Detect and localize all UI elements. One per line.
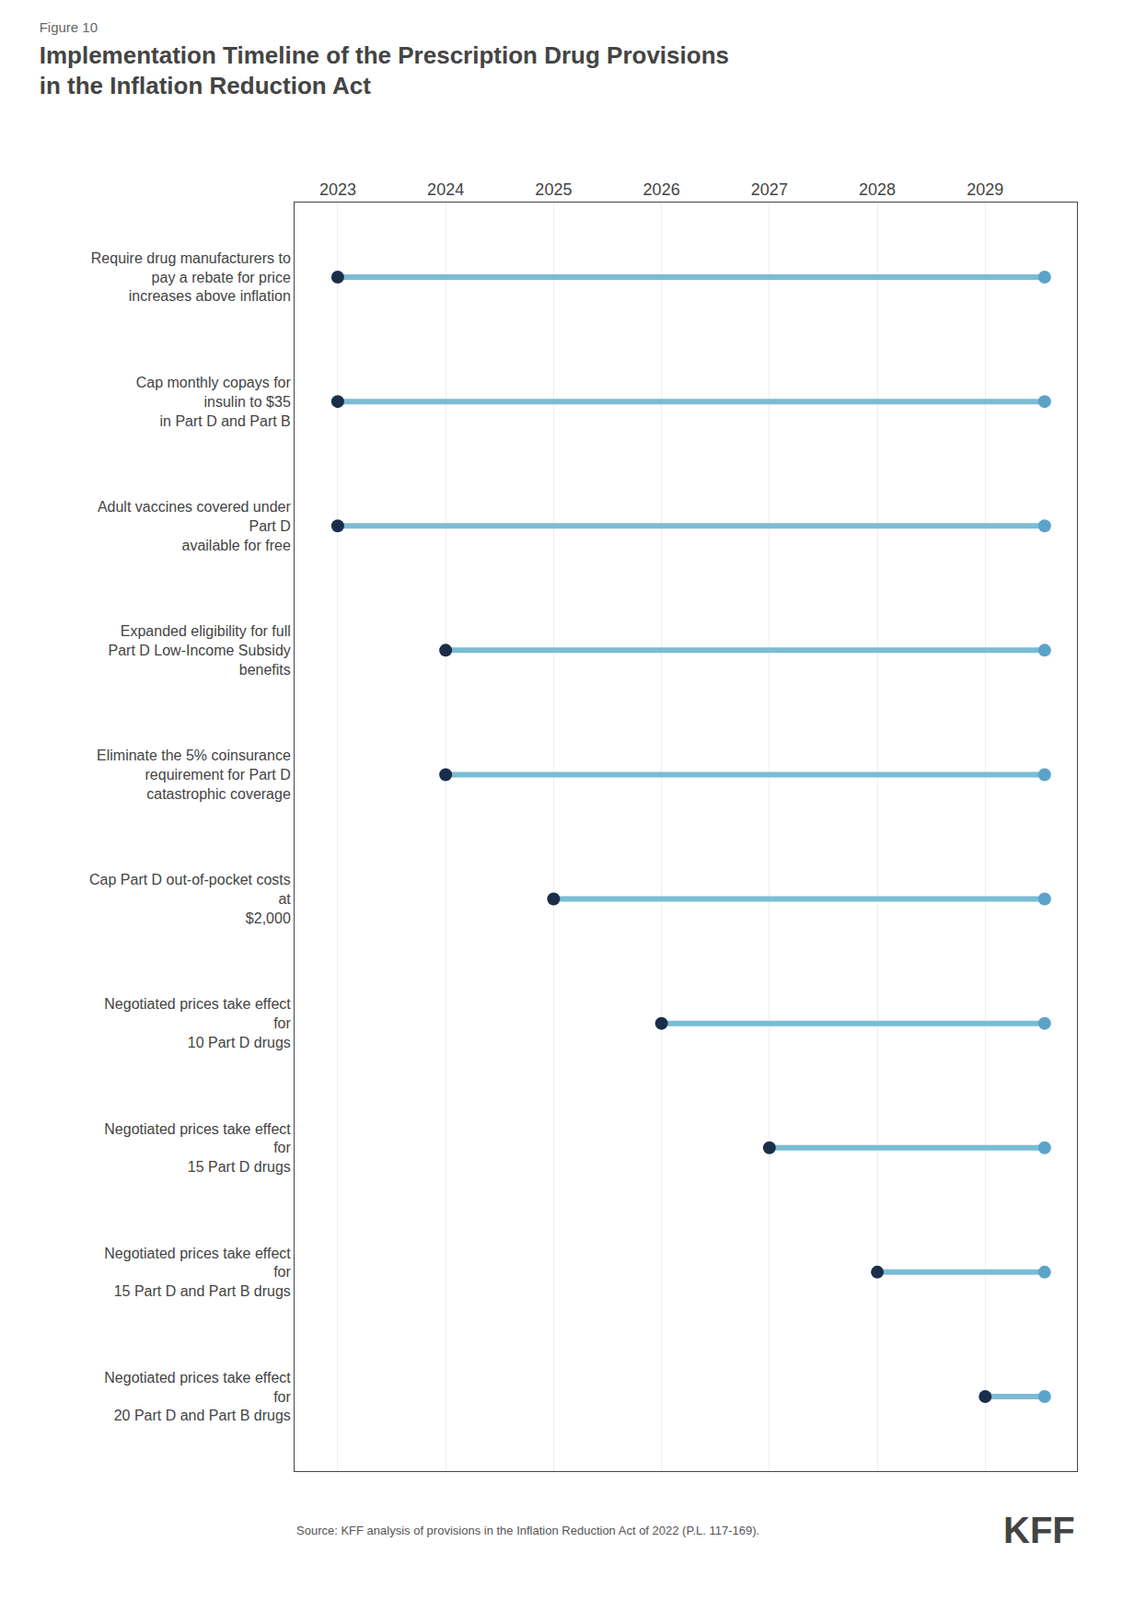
svg-text:Negotiated prices take effectf: Negotiated prices take effectfor20 Part … xyxy=(104,1369,291,1425)
svg-text:Figure 10Implementation Timeli: Figure 10Implementation Timeline of the … xyxy=(39,19,730,101)
svg-text:Cap Part D out-of-pocket costs: Cap Part D out-of-pocket costsat$2,000 xyxy=(89,871,291,927)
svg-text:2024: 2024 xyxy=(427,180,464,199)
svg-text:Negotiated prices take effectf: Negotiated prices take effectfor15 Part … xyxy=(104,1245,291,1300)
svg-text:2029: 2029 xyxy=(966,180,1004,199)
svg-text:Require drug manufacturers top: Require drug manufacturers topay a rebat… xyxy=(91,250,291,305)
svg-text:2023: 2023 xyxy=(319,180,357,199)
svg-text:Eliminate the 5% coinsurancere: Eliminate the 5% coinsurancerequirement … xyxy=(96,747,291,802)
svg-text:KFF: KFF xyxy=(1003,1509,1076,1551)
svg-text:Expanded eligibility for fullP: Expanded eligibility for fullPart D Low-… xyxy=(107,623,290,678)
svg-text:Negotiated prices take effectf: Negotiated prices take effectfor15 Part … xyxy=(104,1121,291,1176)
svg-text:2027: 2027 xyxy=(751,180,788,199)
svg-text:2028: 2028 xyxy=(858,180,896,199)
svg-text:2026: 2026 xyxy=(643,180,681,199)
svg-text:Source: KFF analysis of provis: Source: KFF analysis of provisions in th… xyxy=(296,1523,760,1538)
svg-text:Negotiated prices take effectf: Negotiated prices take effectfor10 Part … xyxy=(104,995,291,1051)
svg-text:2025: 2025 xyxy=(534,180,572,199)
svg-text:Adult vaccines covered underPa: Adult vaccines covered underPart Davaila… xyxy=(97,498,292,554)
svg-text:Cap monthly copays forinsulin: Cap monthly copays forinsulin to $35in P… xyxy=(136,374,292,429)
